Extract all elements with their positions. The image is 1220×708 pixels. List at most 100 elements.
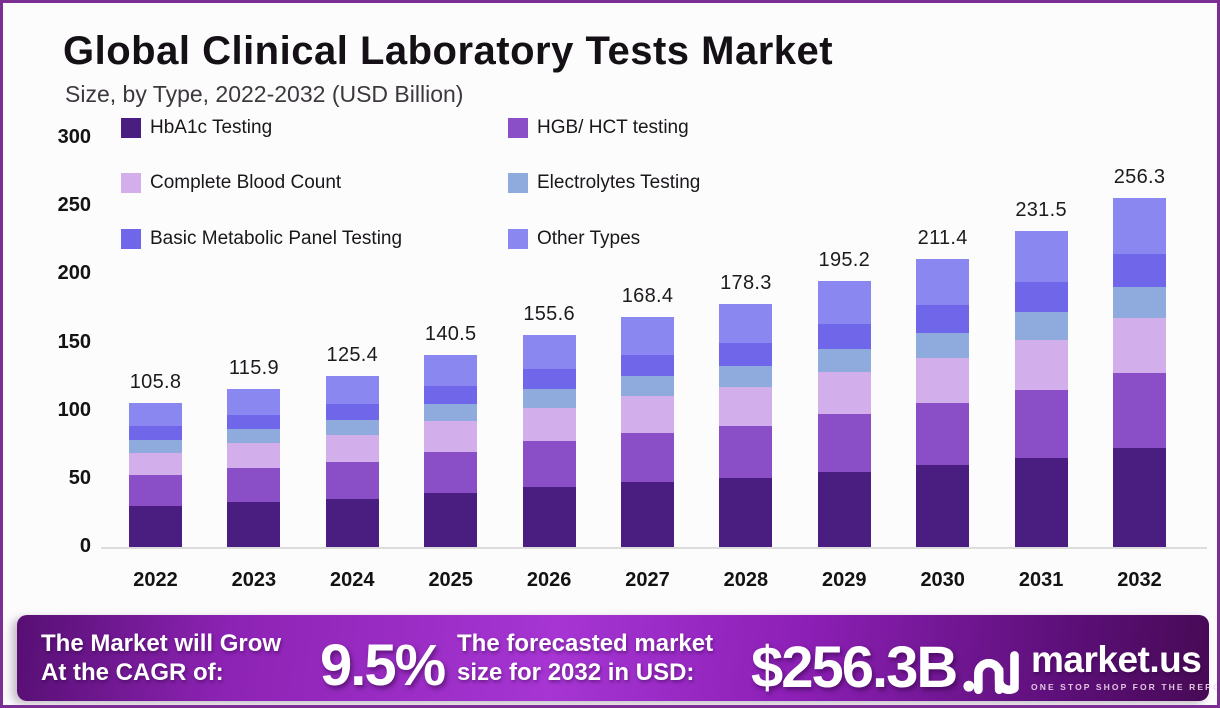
bar-segment: [1113, 254, 1166, 287]
legend-label: HbA1c Testing: [150, 117, 273, 138]
x-axis-label: 2030: [920, 569, 965, 591]
bar-segment: [325, 461, 379, 499]
legend-swatch: [508, 173, 528, 193]
bar-total-label: 115.9: [228, 356, 279, 379]
x-axis-line: [101, 547, 1207, 549]
bar-segment: [325, 419, 379, 435]
y-axis-label: 50: [68, 466, 91, 489]
bar-segment: [522, 369, 576, 390]
bar-segment: [129, 452, 182, 476]
bar-segment: [325, 434, 379, 462]
bar-segment: [719, 425, 773, 479]
bar-segment: [817, 324, 871, 350]
bar-segment: [1113, 317, 1166, 374]
bar-segment: [719, 303, 773, 344]
cagr-label-line1: The Market will Grow: [41, 630, 282, 657]
bar-segment: [719, 478, 773, 547]
page-title: Global Clinical Laboratory Tests Market: [63, 29, 834, 73]
legend-label: Complete Blood Count: [150, 172, 342, 193]
cagr-label: The Market will Grow At the CAGR of:: [41, 629, 281, 687]
y-axis-label: 150: [57, 330, 91, 353]
bar-segment: [916, 403, 970, 466]
bar-segment: [817, 349, 871, 373]
legend-swatch: [121, 173, 141, 193]
y-axis-label: 300: [57, 126, 91, 148]
legend-label: Basic Metabolic Panel Testing: [150, 228, 403, 249]
legend-swatch: [508, 229, 528, 249]
x-axis-label: 2029: [822, 569, 867, 591]
bar-total-label: 168.4: [621, 285, 674, 308]
bar-segment: [424, 451, 478, 493]
bar-segment: [325, 376, 379, 404]
bar-segment: [129, 402, 182, 427]
bar-segment: [817, 280, 871, 325]
bar-segment: [817, 471, 871, 547]
bar-total-label: 195.2: [818, 248, 871, 271]
legend-label: Electrolytes Testing: [537, 172, 701, 193]
bar-total-label: 140.5: [424, 323, 477, 346]
legend-item: HGB/ HCT testing: [508, 117, 689, 139]
bar-segment: [522, 389, 576, 408]
bar-segment: [129, 439, 182, 453]
forecast-label: The forecasted market size for 2032 in U…: [457, 629, 713, 687]
bar-segment: [817, 372, 871, 415]
page-subtitle: Size, by Type, 2022-2032 (USD Billion): [65, 81, 464, 107]
x-axis-label: 2027: [625, 569, 670, 591]
bar-segment: [1014, 312, 1068, 340]
bar-segment: [424, 355, 478, 387]
x-axis-label: 2024: [330, 569, 375, 591]
x-axis-label: 2026: [526, 569, 572, 591]
y-axis-label: 0: [79, 535, 91, 557]
x-axis-label: 2023: [231, 569, 277, 591]
bar-segment: [719, 387, 773, 426]
bar-total-label: 125.4: [326, 344, 379, 367]
bar-segment: [916, 357, 970, 404]
bar-segment: [621, 376, 674, 397]
y-axis-label: 250: [57, 194, 91, 217]
legend-label: Other Types: [537, 228, 641, 249]
bar-segment: [424, 386, 478, 405]
stacked-bar-chart: 0 50 100 150 200 250 300 105.8 2022 115.9 2023 125.…: [3, 3, 1217, 615]
bar-total-label: 231.5: [1015, 199, 1067, 222]
bar-segment: [227, 414, 281, 430]
bar-segment: [227, 468, 281, 503]
bar-segment: [1113, 373, 1166, 449]
bar-total-label: 155.6: [523, 302, 575, 325]
legend-swatch: [121, 229, 141, 249]
bar-segment: [424, 492, 478, 547]
legend-item: HbA1c Testing: [121, 117, 272, 139]
bar-segment: [1113, 448, 1166, 547]
legend-item: Electrolytes Testing: [508, 172, 700, 194]
bar-segment: [424, 421, 478, 452]
legend-label: HGB/ HCT testing: [537, 117, 689, 138]
footer-banner: The Market will Grow At the CAGR of: 9.5…: [17, 615, 1217, 701]
bar-segment: [916, 305, 970, 333]
bar-segment: [1014, 457, 1068, 547]
bar-total-label: 178.3: [720, 271, 772, 294]
legend-item: Basic Metabolic Panel Testing: [121, 228, 402, 250]
marketus-logo-icon: [963, 651, 1019, 695]
x-axis-label: 2028: [723, 569, 769, 591]
forecast-label-line1: The forecasted market: [457, 630, 714, 657]
cagr-label-line2: At the CAGR of:: [41, 659, 224, 686]
bar-segment: [129, 426, 182, 440]
bar-segment: [522, 441, 576, 487]
bar-total-label: 105.8: [129, 370, 182, 393]
legend-item: Other Types: [508, 228, 640, 250]
x-axis-label: 2025: [428, 569, 473, 591]
legend-item: Complete Blood Count: [121, 172, 341, 194]
bar-segment: [325, 403, 379, 420]
bar-segment: [227, 443, 281, 469]
bar-total-label: 256.3: [1113, 165, 1166, 188]
bar-segment: [719, 343, 773, 367]
legend-swatch: [508, 118, 528, 138]
bar-segment: [621, 354, 674, 377]
x-axis-label: 2032: [1117, 569, 1162, 591]
bar-segment: [1113, 197, 1166, 255]
bar-segment: [522, 407, 576, 442]
bar-segment: [817, 414, 871, 472]
bar-segment: [621, 396, 674, 433]
bar-segment: [424, 404, 478, 422]
y-axis-label: 100: [57, 398, 91, 421]
brand-group: market.us ONE STOP SHOP FOR THE REPORTS: [963, 641, 1217, 697]
